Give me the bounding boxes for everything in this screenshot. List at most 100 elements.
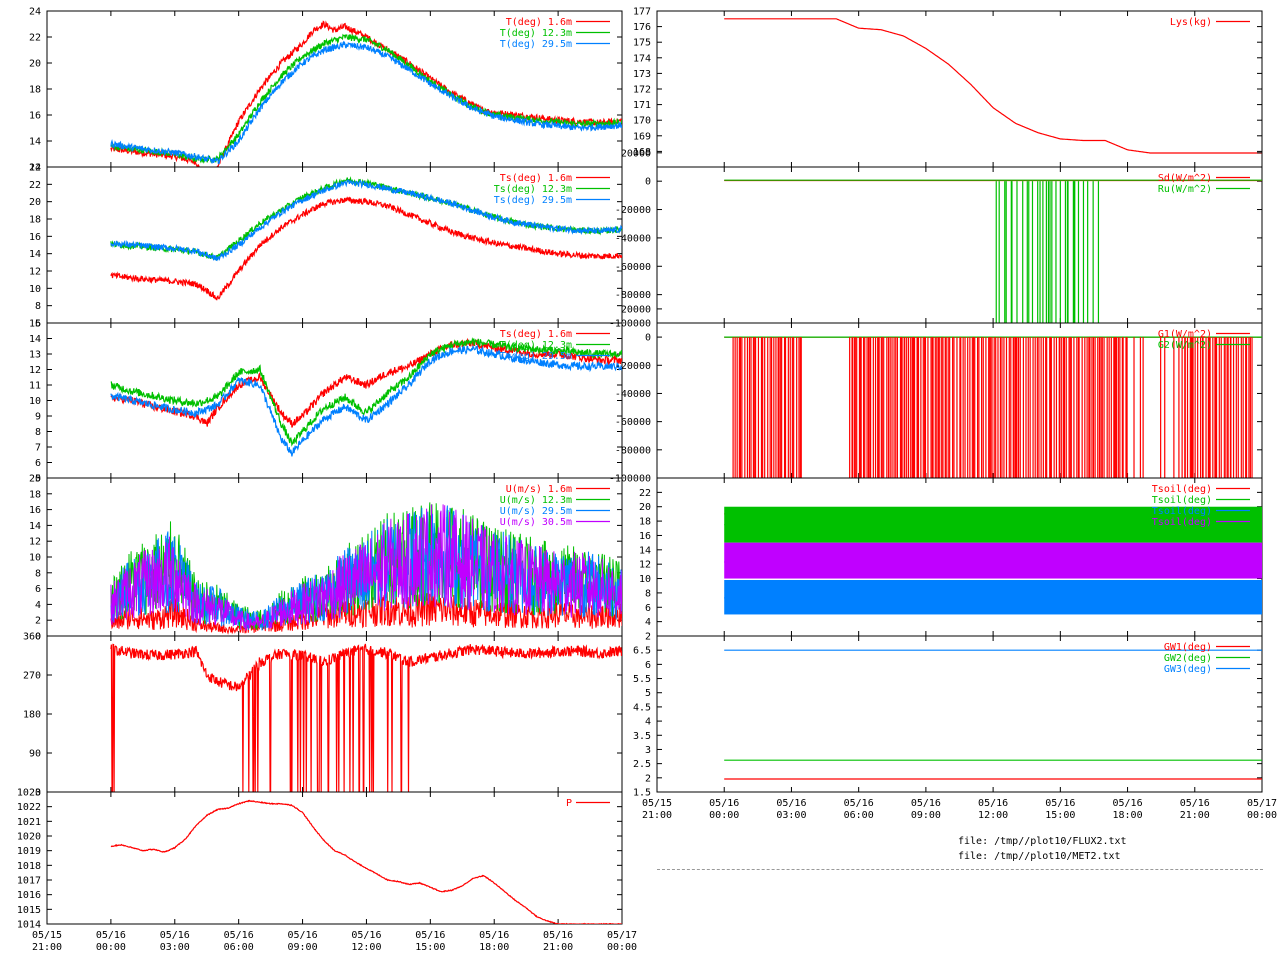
y-tick-label: 14 <box>639 545 651 556</box>
y-tick-label: 176 <box>633 22 651 33</box>
x-tick-date: 05/16 <box>288 930 318 941</box>
y-tick-label: 20 <box>29 474 41 485</box>
series-group <box>110 20 622 167</box>
x-tick-time: 00:00 <box>709 810 739 821</box>
y-tick-label: 20 <box>29 59 41 70</box>
soil-temp-band <box>724 579 1262 615</box>
plot-frame <box>46 791 623 925</box>
y-tick-label: 2 <box>645 773 651 784</box>
legend-label: GW2(deg) <box>1164 653 1212 664</box>
y-tick-label: 12 <box>29 537 41 548</box>
y-tick-label: 1016 <box>17 890 41 901</box>
y-tick-label: 168 <box>633 147 651 158</box>
y-tick-label: 1022 <box>17 802 41 813</box>
y-tick-label: 1019 <box>17 846 41 857</box>
y-tick-label: 6 <box>35 319 41 330</box>
y-tick-label: 12 <box>29 163 41 174</box>
y-tick-label: 0 <box>645 177 651 188</box>
legend-label: GW1(deg) <box>1164 642 1212 653</box>
series-line <box>110 504 622 631</box>
y-tick-label: -40000 <box>615 233 651 244</box>
y-tick-label: 20 <box>639 502 651 513</box>
y-tick-label: 16 <box>639 531 651 542</box>
y-tick-label: 5 <box>645 688 651 699</box>
y-tick-label: 9 <box>35 412 41 423</box>
legend-label: P <box>566 798 572 809</box>
y-tick-label: 172 <box>633 85 651 96</box>
y-tick-label: 173 <box>633 69 651 80</box>
y-tick-label: 6 <box>645 603 651 614</box>
y-tick-label: 12 <box>29 267 41 278</box>
y-tick-label: -20000 <box>615 361 651 372</box>
x-tick-time: 03:00 <box>776 810 806 821</box>
y-tick-label: -60000 <box>615 262 651 273</box>
y-tick-label: 22 <box>29 33 41 44</box>
soil-temp-band <box>724 506 1262 543</box>
y-tick-label: 20000 <box>621 304 651 315</box>
x-tick-time: 21:00 <box>32 942 62 953</box>
legend-label: T(deg) 29.5m <box>500 39 572 50</box>
series-line <box>110 20 622 167</box>
legend-label: Ts(deg) 29.5m <box>494 195 572 206</box>
x-tick-date: 05/16 <box>1045 798 1075 809</box>
y-tick-label: 2 <box>645 632 651 643</box>
legend-label: U(m/s) 1.6m <box>506 484 572 495</box>
y-tick-label: 10 <box>639 574 651 585</box>
legend-label: Tsoil(deg) <box>1152 484 1212 495</box>
file-name-met: file: /tmp//plot10/MET2.txt <box>958 851 1121 862</box>
y-tick-label: 170 <box>633 116 651 127</box>
series-line <box>110 33 622 164</box>
y-tick-label: 4 <box>35 600 41 611</box>
y-tick-label: 15 <box>29 319 41 330</box>
y-tick-label: 0 <box>645 333 651 344</box>
y-tick-label: 0 <box>35 632 41 643</box>
y-tick-label: -100000 <box>609 474 651 485</box>
x-tick-time: 06:00 <box>844 810 874 821</box>
x-tick-time: 21:00 <box>642 810 672 821</box>
series-group <box>110 799 622 924</box>
legend-label: Ts(deg) 1.6m <box>500 173 572 184</box>
x-tick-date: 05/16 <box>844 798 874 809</box>
x-tick-time: 09:00 <box>911 810 941 821</box>
y-tick-label: 1.5 <box>633 788 651 799</box>
y-tick-label: 4 <box>645 617 651 628</box>
x-tick-time: 15:00 <box>415 942 445 953</box>
y-tick-label: 7 <box>35 443 41 454</box>
series-line <box>110 799 622 924</box>
y-tick-label: 6 <box>645 660 651 671</box>
y-tick-label: 8 <box>35 568 41 579</box>
y-tick-label: 4.5 <box>633 702 651 713</box>
y-tick-label: 24 <box>29 7 41 18</box>
x-tick-time: 15:00 <box>1045 810 1075 821</box>
x-tick-time: 21:00 <box>1180 810 1210 821</box>
series-line <box>110 337 622 447</box>
x-tick-date: 05/16 <box>415 930 445 941</box>
y-tick-label: 10 <box>29 284 41 295</box>
y-tick-label: 18 <box>639 517 651 528</box>
x-tick-time: 00:00 <box>1247 810 1277 821</box>
x-tick-date: 05/16 <box>1113 798 1143 809</box>
x-tick-date: 05/17 <box>1247 798 1277 809</box>
x-tick-date: 05/16 <box>96 930 126 941</box>
y-tick-label: -80000 <box>615 290 651 301</box>
x-tick-time: 00:00 <box>96 942 126 953</box>
y-tick-label: 8 <box>35 427 41 438</box>
legend-label: T(deg) 1.6m <box>506 17 572 28</box>
legend-label: Sd(W/m^2) <box>1158 173 1212 184</box>
divider-dashed <box>657 869 1263 870</box>
y-tick-label: 0 <box>35 788 41 799</box>
series-group <box>724 18 1262 154</box>
legend-label: T(deg) 12.3m <box>500 340 572 351</box>
plot-frame <box>656 10 1263 168</box>
x-tick-time: 09:00 <box>288 942 318 953</box>
legend-label: T(deg) 12.3m <box>500 28 572 39</box>
legend-label: T(deg) 29.5m <box>500 351 572 362</box>
x-tick-time: 12:00 <box>351 942 381 953</box>
y-tick-label: 22 <box>29 180 41 191</box>
y-tick-label: 20 <box>29 197 41 208</box>
y-tick-label: 12 <box>639 560 651 571</box>
y-tick-label: 24 <box>29 163 41 174</box>
x-tick-time: 12:00 <box>978 810 1008 821</box>
series-group <box>724 336 1262 478</box>
